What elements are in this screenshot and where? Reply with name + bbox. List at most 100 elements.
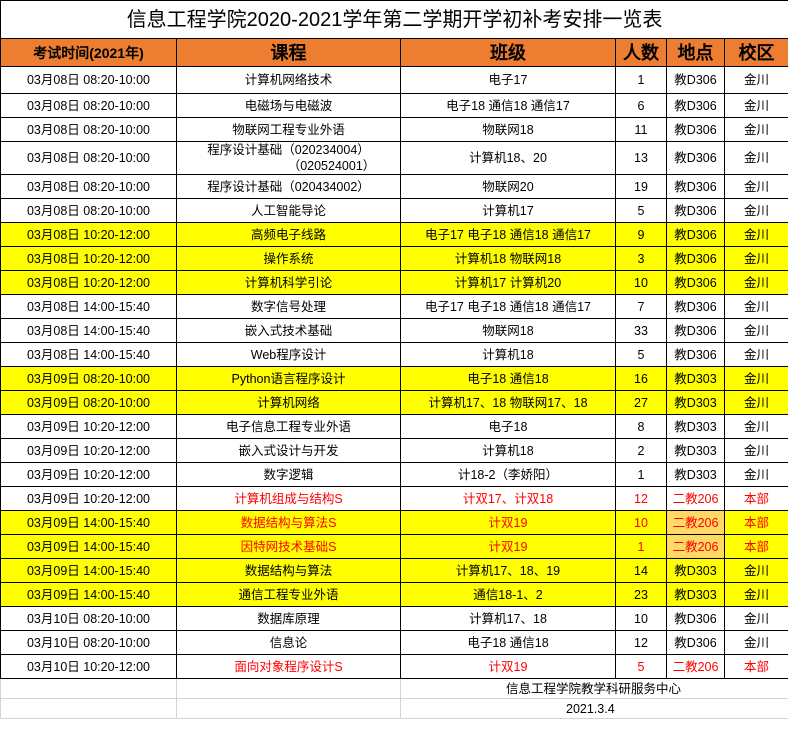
cell-campus[interactable]: 金川 <box>723 246 788 271</box>
cell-class[interactable]: 电子18 通信18 <box>400 630 616 655</box>
cell-course[interactable]: 数字信号处理 <box>176 294 401 319</box>
cell-count[interactable]: 13 <box>615 141 667 175</box>
empty-cell[interactable] <box>0 678 177 699</box>
cell-campus[interactable]: 金川 <box>723 318 788 343</box>
cell-campus[interactable]: 金川 <box>723 558 788 583</box>
cell-course[interactable]: 面向对象程序设计S <box>176 654 401 679</box>
cell-location[interactable]: 教D306 <box>666 141 725 175</box>
cell-campus[interactable]: 本部 <box>723 534 788 559</box>
cell-class[interactable]: 通信18-1、2 <box>400 582 616 607</box>
cell-location[interactable]: 二教206 <box>666 654 725 679</box>
cell-time[interactable]: 03月08日 14:00-15:40 <box>0 342 177 367</box>
cell-time[interactable]: 03月09日 10:20-12:00 <box>0 414 177 439</box>
cell-campus[interactable]: 金川 <box>723 222 788 247</box>
cell-time[interactable]: 03月09日 14:00-15:40 <box>0 558 177 583</box>
cell-location[interactable]: 教D306 <box>666 270 725 295</box>
cell-course[interactable]: 操作系统 <box>176 246 401 271</box>
cell-course[interactable]: 电磁场与电磁波 <box>176 93 401 118</box>
cell-location[interactable]: 教D306 <box>666 318 725 343</box>
cell-time[interactable]: 03月10日 10:20-12:00 <box>0 654 177 679</box>
cell-class[interactable]: 计算机18 物联网18 <box>400 246 616 271</box>
cell-course[interactable]: 因特网技术基础S <box>176 534 401 559</box>
cell-course[interactable]: 数据结构与算法 <box>176 558 401 583</box>
cell-course[interactable]: Python语言程序设计 <box>176 366 401 391</box>
cell-count[interactable]: 27 <box>615 390 667 415</box>
cell-time[interactable]: 03月08日 08:20-10:00 <box>0 174 177 199</box>
footer-date[interactable]: 2021.3.4 <box>399 698 788 719</box>
cell-class[interactable]: 计算机17 <box>400 198 616 223</box>
cell-time[interactable]: 03月09日 14:00-15:40 <box>0 582 177 607</box>
cell-time[interactable]: 03月09日 08:20-10:00 <box>0 366 177 391</box>
cell-campus[interactable]: 金川 <box>723 462 788 487</box>
cell-course[interactable]: 通信工程专业外语 <box>176 582 401 607</box>
cell-location[interactable]: 教D303 <box>666 366 725 391</box>
cell-count[interactable]: 14 <box>615 558 667 583</box>
cell-time[interactable]: 03月09日 14:00-15:40 <box>0 510 177 535</box>
cell-class[interactable]: 物联网18 <box>400 117 616 142</box>
cell-count[interactable]: 2 <box>615 438 667 463</box>
cell-count[interactable]: 12 <box>615 630 667 655</box>
cell-location[interactable]: 教D306 <box>666 117 725 142</box>
cell-location[interactable]: 教D306 <box>666 174 725 199</box>
cell-count[interactable]: 6 <box>615 93 667 118</box>
cell-campus[interactable]: 金川 <box>723 366 788 391</box>
cell-count[interactable]: 8 <box>615 414 667 439</box>
cell-course[interactable]: 数据库原理 <box>176 606 401 631</box>
cell-count[interactable]: 33 <box>615 318 667 343</box>
cell-location[interactable]: 教D303 <box>666 462 725 487</box>
cell-time[interactable]: 03月08日 10:20-12:00 <box>0 222 177 247</box>
cell-course[interactable]: 物联网工程专业外语 <box>176 117 401 142</box>
cell-location[interactable]: 教D303 <box>666 390 725 415</box>
cell-location[interactable]: 教D303 <box>666 558 725 583</box>
cell-campus[interactable]: 金川 <box>723 630 788 655</box>
cell-time[interactable]: 03月08日 08:20-10:00 <box>0 66 177 94</box>
cell-course[interactable]: 数字逻辑 <box>176 462 401 487</box>
cell-time[interactable]: 03月09日 08:20-10:00 <box>0 390 177 415</box>
cell-count[interactable]: 7 <box>615 294 667 319</box>
cell-location[interactable]: 教D306 <box>666 222 725 247</box>
header-location[interactable]: 地点 <box>666 38 725 67</box>
cell-location[interactable]: 教D303 <box>666 414 725 439</box>
cell-campus[interactable]: 金川 <box>723 270 788 295</box>
cell-class[interactable]: 电子17 电子18 通信18 通信17 <box>400 222 616 247</box>
footer-org[interactable]: 信息工程学院教学科研服务中心 <box>399 678 788 699</box>
cell-class[interactable]: 物联网18 <box>400 318 616 343</box>
cell-count[interactable]: 10 <box>615 510 667 535</box>
cell-location[interactable]: 教D306 <box>666 246 725 271</box>
cell-campus[interactable]: 金川 <box>723 606 788 631</box>
cell-campus[interactable]: 金川 <box>723 198 788 223</box>
sheet-title[interactable]: 信息工程学院2020-2021学年第二学期开学初补考安排一览表 <box>0 0 788 39</box>
cell-location[interactable]: 教D306 <box>666 342 725 367</box>
cell-count[interactable]: 1 <box>615 534 667 559</box>
header-class[interactable]: 班级 <box>400 38 616 67</box>
cell-class[interactable]: 计算机17、18、19 <box>400 558 616 583</box>
cell-campus[interactable]: 金川 <box>723 390 788 415</box>
cell-count[interactable]: 16 <box>615 366 667 391</box>
cell-time[interactable]: 03月09日 14:00-15:40 <box>0 534 177 559</box>
cell-course[interactable]: 人工智能导论 <box>176 198 401 223</box>
cell-course[interactable]: 数据结构与算法S <box>176 510 401 535</box>
cell-location[interactable]: 教D306 <box>666 198 725 223</box>
cell-class[interactable]: 物联网20 <box>400 174 616 199</box>
header-campus[interactable]: 校区 <box>723 38 788 67</box>
cell-course[interactable]: 计算机科学引论 <box>176 270 401 295</box>
cell-count[interactable]: 12 <box>615 486 667 511</box>
cell-location[interactable]: 教D303 <box>666 438 725 463</box>
cell-course[interactable]: 计算机网络 <box>176 390 401 415</box>
cell-class[interactable]: 计算机18 <box>400 342 616 367</box>
cell-campus[interactable]: 金川 <box>723 438 788 463</box>
cell-class[interactable]: 计18-2（李娇阳） <box>400 462 616 487</box>
cell-campus[interactable]: 金川 <box>723 414 788 439</box>
cell-class[interactable]: 电子18 <box>400 414 616 439</box>
cell-campus[interactable]: 本部 <box>723 486 788 511</box>
cell-time[interactable]: 03月08日 08:20-10:00 <box>0 93 177 118</box>
cell-count[interactable]: 23 <box>615 582 667 607</box>
cell-count[interactable]: 5 <box>615 342 667 367</box>
cell-campus[interactable]: 本部 <box>723 510 788 535</box>
cell-course[interactable]: 高频电子线路 <box>176 222 401 247</box>
cell-time[interactable]: 03月09日 10:20-12:00 <box>0 462 177 487</box>
empty-cell[interactable] <box>176 678 401 699</box>
header-count[interactable]: 人数 <box>615 38 667 67</box>
cell-course[interactable]: 程序设计基础（020434002） <box>176 174 401 199</box>
cell-class[interactable]: 计双19 <box>400 534 616 559</box>
